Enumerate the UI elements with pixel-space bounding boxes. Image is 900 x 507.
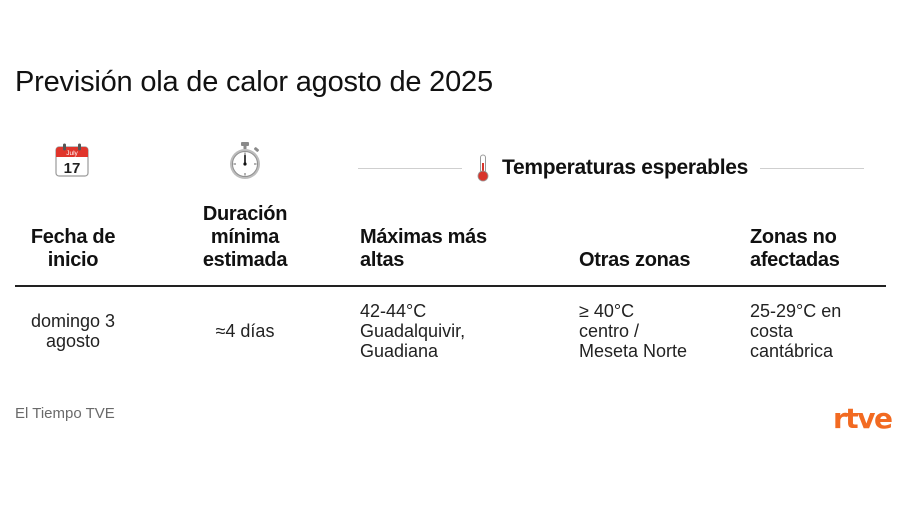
divider-left (358, 167, 462, 169)
table-header-rule (15, 285, 886, 287)
thermometer-icon (477, 154, 489, 182)
temperatures-group-header: Temperaturas esperables (358, 150, 865, 186)
group-label: Temperaturas esperables (502, 156, 749, 179)
rtve-logo: rtve (833, 402, 893, 435)
divider-right (760, 167, 865, 169)
header-max-temps: Máximas más altas (360, 226, 487, 271)
source-credit: El Tiempo TVE (15, 405, 115, 422)
page-title: Previsión ola de calor agosto de 2025 (15, 66, 493, 98)
calendar-day: 17 (64, 160, 81, 177)
calendar-month: July (66, 150, 78, 157)
stopwatch-icon (230, 142, 260, 179)
cell-start-date: domingo 3 agosto (30, 311, 116, 351)
calendar-icon: July 17 (55, 143, 89, 177)
header-unaffected-zones: Zonas no afectadas (750, 226, 840, 271)
cell-duration: ≈4 días (215, 321, 275, 341)
cell-max-temps: 42-44°C Guadalquivir, Guadiana (360, 301, 466, 361)
cell-unaffected-zones: 25-29°C en costa cantábrica (750, 301, 842, 361)
header-other-zones: Otras zonas (579, 249, 691, 271)
cell-other-zones: ≥ 40°C centro / Meseta Norte (579, 301, 688, 361)
header-duration: Duración mínima estimada (202, 203, 288, 271)
header-start-date: Fecha de inicio (30, 226, 116, 271)
